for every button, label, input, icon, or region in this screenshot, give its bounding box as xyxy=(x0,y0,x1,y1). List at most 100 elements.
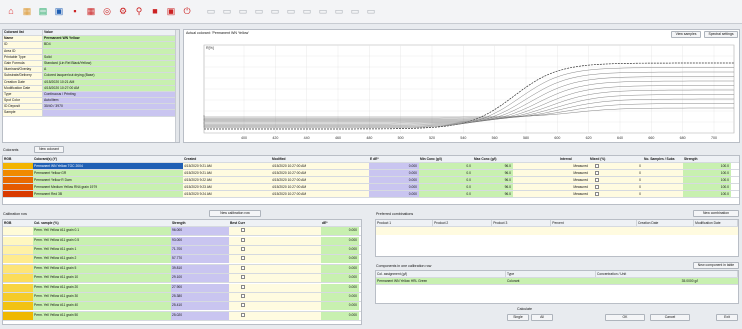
column-header[interactable]: Col. sample (%) xyxy=(34,221,59,225)
checkbox-box[interactable] xyxy=(595,171,599,176)
props-row[interactable]: Substrate/Delivery Colored lacquer/cut dr… xyxy=(3,73,179,80)
edit-icon[interactable]: ▭ xyxy=(334,6,344,16)
props-value[interactable]: 30/40 / 3970 xyxy=(43,104,179,110)
interval-select[interactable]: Measured xyxy=(559,177,589,183)
chart-icon[interactable]: ▤ xyxy=(38,6,48,16)
min-conc[interactable]: 0.0 xyxy=(419,191,473,197)
ok-button[interactable]: OK xyxy=(605,314,645,321)
max-conc[interactable]: 96.0 xyxy=(473,170,513,176)
checkbox-box[interactable] xyxy=(241,247,245,252)
checkbox-box[interactable] xyxy=(241,294,245,299)
column-header[interactable]: dE* xyxy=(322,221,328,225)
best-checkbox-cell[interactable] xyxy=(229,311,287,320)
column-header[interactable]: Modification Date xyxy=(694,220,738,226)
search-icon[interactable]: ⚲ xyxy=(135,6,143,16)
calibration-sample-name[interactable]: Perm. Yell Yellow #11 grain 30 xyxy=(33,292,171,301)
database-icon[interactable]: ▣ xyxy=(54,6,64,16)
column-header[interactable] xyxy=(361,156,369,162)
colorant-name[interactable]: Permanent WN Yellow TOC 2004 xyxy=(33,163,183,169)
calibration-row[interactable]: Perm. Yell Yellow #11 grain 20 27.900 0.00… xyxy=(3,283,361,293)
paste2-icon[interactable]: ▭ xyxy=(254,6,264,16)
checkbox-box[interactable] xyxy=(241,284,245,289)
checkbox-box[interactable] xyxy=(241,303,245,308)
props-value[interactable]: BD4 xyxy=(43,42,179,48)
best-checkbox-cell[interactable] xyxy=(229,227,287,236)
best-checkbox-cell[interactable] xyxy=(229,264,287,273)
column-header[interactable] xyxy=(613,156,643,162)
calibration-row[interactable]: Perm. Yell Yellow #11 grain 5 39.810 0.000 xyxy=(3,264,361,274)
best-checkbox-cell[interactable] xyxy=(229,292,287,301)
colorant-row[interactable]: Permanent WN Yellow TOC 2004 4/15/2020 9:… xyxy=(3,163,739,170)
props-value[interactable]: Permanent WN Yellow xyxy=(43,36,179,42)
cancel-button[interactable]: Cancel xyxy=(650,314,690,321)
interval-select[interactable]: Measured xyxy=(559,184,589,190)
checkbox-box[interactable] xyxy=(595,185,599,190)
column-header[interactable]: No. Samples / Subs xyxy=(644,157,675,161)
strength-value[interactable]: 25.020 xyxy=(171,311,229,320)
save-icon[interactable]: ▪ xyxy=(73,6,77,16)
calibration-sample-name[interactable]: Perm. Yell Yellow #11 grain 0.5 xyxy=(33,236,171,245)
strength-value[interactable]: 39.810 xyxy=(171,264,229,273)
interval-select[interactable]: Measured xyxy=(559,170,589,176)
max-conc[interactable]: 96.0 xyxy=(473,177,513,183)
props-value[interactable]: Colored lacquer/cut drying (Base) xyxy=(43,73,179,79)
list-icon[interactable]: ▭ xyxy=(366,6,376,16)
column-header[interactable]: Creation Date xyxy=(637,220,695,226)
colorant-row[interactable]: Permanent Medium Yellow RN4 grain 1979 4/… xyxy=(3,184,739,191)
calibration-row[interactable]: Perm. Yell Yellow #11 grain 50 25.020 0.00… xyxy=(3,311,361,321)
column-header[interactable]: Strength xyxy=(684,157,698,161)
column-header[interactable]: Percent xyxy=(551,220,637,226)
calibration-sample-name[interactable]: Perm. Yell Yellow #11 grain 20 xyxy=(33,283,171,292)
table2-icon[interactable]: ▭ xyxy=(318,6,328,16)
calibration-sample-name[interactable]: Perm. Yell Yellow #11 grain 0.1 xyxy=(33,227,171,236)
props-row[interactable]: Creation Date 4/15/2020 10:21 AM xyxy=(3,79,179,86)
colorant-row[interactable]: Permanent Red 3B 4/15/2020 9:24 AM 4/15/20… xyxy=(3,191,739,198)
calibration-row[interactable]: Perm. Yell Yellow #11 grain 10 29.100 0.00… xyxy=(3,274,361,284)
all-button[interactable]: All xyxy=(531,314,553,321)
checkbox-box[interactable] xyxy=(241,265,245,270)
settings-icon[interactable]: ⚙ xyxy=(118,6,128,16)
props-value[interactable]: Solid xyxy=(43,54,179,60)
checkbox-box[interactable] xyxy=(595,192,599,197)
mixed-checkbox[interactable] xyxy=(589,163,613,169)
checkbox-box[interactable] xyxy=(595,164,599,169)
strength-value[interactable]: 100.0 xyxy=(683,170,731,176)
print-icon[interactable]: ▦ xyxy=(86,6,96,16)
component-type[interactable]: Colorant xyxy=(506,278,596,284)
props-value[interactable] xyxy=(43,110,179,116)
min-conc[interactable]: 0.0 xyxy=(419,184,473,190)
calibration-sample-name[interactable]: Perm. Yell Yellow #11 grain 50 xyxy=(33,311,171,320)
edit2-icon[interactable]: ▭ xyxy=(350,6,360,16)
props-value[interactable]: A xyxy=(43,67,179,73)
column-header[interactable]: Col. assignment (g/l) xyxy=(376,271,506,277)
column-header[interactable]: Mixed (%) xyxy=(590,157,606,161)
checkbox-box[interactable] xyxy=(241,256,245,261)
best-checkbox-cell[interactable] xyxy=(229,236,287,245)
checkbox-box[interactable] xyxy=(241,312,245,317)
max-conc[interactable]: 96.0 xyxy=(473,163,513,169)
best-checkbox-cell[interactable] xyxy=(229,245,287,254)
calibration-row[interactable]: Perm. Yell Yellow #11 grain 1 71.700 0.000 xyxy=(3,245,361,256)
column-header[interactable]: Min Conc (g/l) xyxy=(420,157,442,161)
best-checkbox-cell[interactable] xyxy=(229,283,287,292)
calibration-row[interactable]: Perm. Yell Yellow #11 grain 40 25.410 0.00… xyxy=(3,302,361,312)
strength-value[interactable]: 96.000 xyxy=(171,227,229,236)
max-conc[interactable]: 96.0 xyxy=(473,184,513,190)
strength-value[interactable]: 29.100 xyxy=(171,274,229,283)
props-value[interactable]: Continuous / Printing xyxy=(43,91,179,98)
interval-select[interactable]: Measured xyxy=(559,163,589,169)
checkbox-box[interactable] xyxy=(241,228,245,233)
calibration-sample-name[interactable]: Perm. Yell Yellow #11 grain 2 xyxy=(33,255,171,264)
strength-value[interactable]: 25.410 xyxy=(171,302,229,311)
strength-value[interactable]: 100.0 xyxy=(683,184,731,190)
column-header[interactable]: E dE* xyxy=(370,157,379,161)
props-row[interactable]: Printable Type Solid xyxy=(3,54,179,61)
column-header[interactable]: Modified xyxy=(272,157,286,161)
strength-value[interactable]: 93.000 xyxy=(171,236,229,245)
strength-value[interactable]: 100.0 xyxy=(683,191,731,197)
exit-icon[interactable]: ⏻ xyxy=(183,6,191,16)
strength-value[interactable]: 100.0 xyxy=(683,163,731,169)
colorant-name[interactable]: Permanent Red 3B xyxy=(33,191,183,197)
checkbox-box[interactable] xyxy=(241,275,245,280)
props-row[interactable]: Sample xyxy=(3,110,179,117)
